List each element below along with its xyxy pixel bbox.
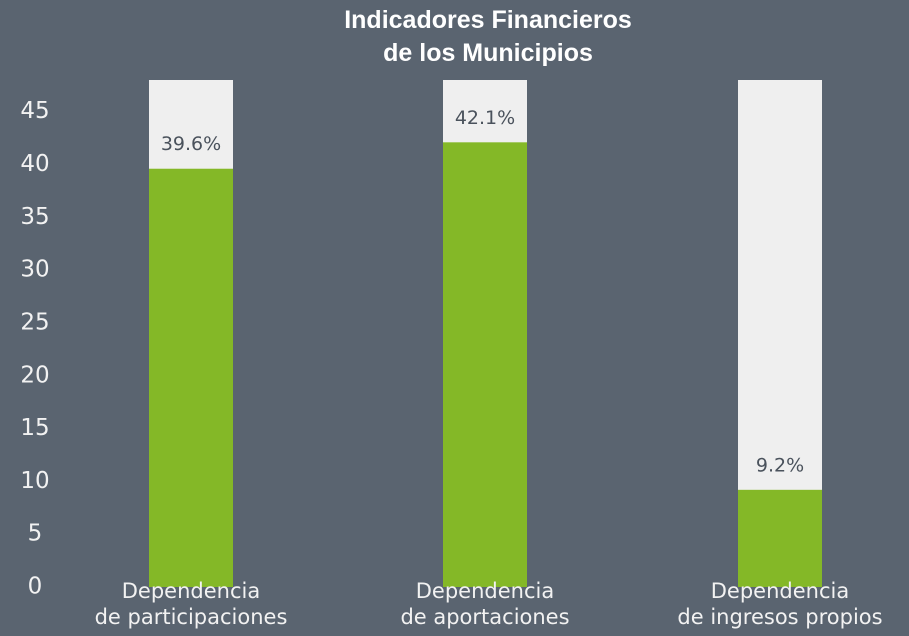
x-tick-label: Dependencia de participaciones	[94, 579, 288, 629]
bar	[738, 489, 822, 587]
chart-title: Indicadores Financieros de los Municipio…	[344, 6, 632, 67]
x-tick-label: Dependencia de ingresos propios	[677, 579, 883, 629]
y-tick-label: 25	[20, 309, 49, 335]
y-tick-label: 5	[28, 521, 43, 547]
y-tick-label: 30	[20, 257, 49, 283]
value-label: 42.1%	[455, 107, 515, 129]
y-tick-label: 45	[20, 98, 49, 124]
bar	[149, 168, 233, 587]
value-label: 9.2%	[756, 454, 804, 476]
y-tick-label: 0	[28, 574, 43, 600]
value-label: 39.6%	[161, 133, 221, 155]
y-tick-label: 10	[20, 468, 49, 494]
x-tick-label: Dependencia de aportaciones	[400, 579, 570, 629]
y-tick-label: 35	[20, 204, 49, 230]
y-tick-label: 40	[20, 151, 49, 177]
bar	[443, 142, 527, 587]
y-tick-label: 20	[20, 362, 49, 388]
y-tick-label: 15	[20, 415, 49, 441]
